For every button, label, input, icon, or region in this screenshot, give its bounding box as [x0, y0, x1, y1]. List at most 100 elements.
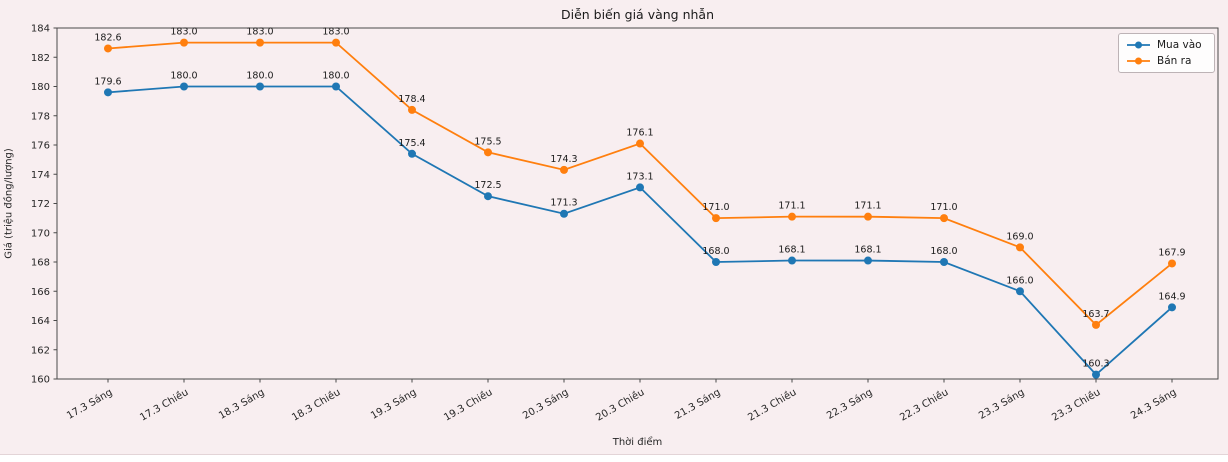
point-label: 168.1 [854, 245, 881, 256]
data-point [408, 149, 416, 158]
point-label: 183.0 [170, 27, 197, 38]
data-point [180, 82, 188, 91]
x-tick-label: 22.3 Sáng [825, 386, 875, 422]
data-point [940, 214, 948, 223]
data-point [332, 38, 340, 47]
y-tick-label: 160 [31, 375, 50, 386]
legend-item-ban-ra: Bán ra [1126, 55, 1206, 67]
point-label: 171.1 [778, 201, 805, 212]
point-label: 183.0 [322, 27, 349, 38]
data-point [256, 38, 264, 47]
x-tick-label: 22.3 Chiều [898, 386, 951, 423]
point-label: 173.1 [626, 171, 653, 182]
data-point [788, 212, 796, 221]
legend-line-marker-icon [1127, 57, 1150, 65]
point-label: 171.0 [702, 202, 729, 213]
point-label: 167.9 [1158, 247, 1185, 258]
chart-title: Diễn biến giá vàng nhẫn [560, 7, 715, 22]
point-label: 164.9 [1158, 291, 1185, 302]
legend-label: Bán ra [1157, 55, 1192, 67]
x-tick-label: 21.3 Chiều [746, 386, 799, 423]
point-label: 176.1 [626, 128, 653, 139]
point-label: 183.0 [246, 27, 273, 38]
data-point [864, 256, 872, 265]
data-point [940, 258, 948, 266]
y-tick-label: 164 [31, 316, 50, 327]
x-tick-label: 20.3 Sáng [521, 386, 571, 422]
y-tick-label: 182 [31, 53, 50, 64]
y-tick-label: 162 [31, 345, 50, 356]
x-tick-label: 21.3 Sáng [673, 386, 723, 422]
point-label: 180.0 [322, 71, 349, 82]
data-point [104, 44, 112, 53]
data-point [1168, 303, 1176, 312]
point-label: 175.5 [474, 136, 501, 147]
data-point [104, 88, 112, 97]
data-point [1092, 370, 1100, 379]
data-point [636, 183, 644, 192]
x-tick-label: 17.3 Chiều [138, 386, 191, 423]
data-point [180, 38, 188, 47]
data-point [1092, 320, 1100, 329]
x-tick-label: 24.3 Sáng [1129, 386, 1179, 422]
point-label: 171.3 [550, 198, 577, 209]
point-label: 179.6 [94, 76, 121, 87]
point-label: 171.0 [930, 202, 957, 213]
y-tick-label: 168 [31, 258, 50, 269]
data-point [484, 148, 492, 157]
data-point [256, 82, 264, 91]
point-label: 166.0 [1006, 275, 1033, 286]
point-label: 180.0 [246, 71, 273, 82]
y-tick-label: 178 [31, 111, 50, 122]
legend-item-mua-vao: Mua vào [1126, 39, 1206, 51]
point-label: 178.4 [398, 94, 425, 105]
x-tick-label: 19.3 Sáng [369, 386, 419, 422]
data-point [332, 82, 340, 91]
x-tick-label: 17.3 Sáng [65, 386, 115, 422]
legend-label: Mua vào [1157, 39, 1202, 51]
y-tick-label: 166 [31, 287, 50, 298]
x-tick-label: 20.3 Chiều [594, 386, 647, 423]
x-axis-label: Thời điểm [612, 437, 663, 448]
data-point [712, 258, 720, 266]
point-label: 163.7 [1082, 309, 1109, 320]
point-label: 174.3 [550, 154, 577, 165]
data-point [636, 139, 644, 148]
y-tick-label: 184 [31, 24, 50, 35]
x-tick-label: 18.3 Sáng [217, 386, 267, 422]
point-label: 168.1 [778, 245, 805, 256]
x-tick-label: 19.3 Chiều [442, 386, 495, 423]
data-point [560, 209, 568, 218]
y-tick-label: 174 [31, 170, 50, 181]
data-point [408, 105, 416, 114]
point-label: 169.0 [1006, 231, 1033, 242]
data-point [560, 165, 568, 174]
point-label: 160.3 [1082, 359, 1109, 370]
legend: Mua vào Bán ra [1118, 33, 1215, 73]
data-point [1168, 259, 1176, 268]
x-tick-label: 18.3 Chiều [290, 386, 343, 423]
data-point [484, 192, 492, 201]
data-point [1016, 243, 1024, 252]
data-point [864, 212, 872, 221]
x-tick-label: 23.3 Chiều [1050, 386, 1103, 423]
y-tick-label: 172 [31, 199, 50, 210]
y-tick-label: 176 [31, 141, 50, 152]
point-label: 168.0 [702, 246, 729, 257]
y-axis-label: Giá (triệu đồng/lượng) [3, 148, 15, 259]
data-point [788, 256, 796, 265]
point-label: 168.0 [930, 246, 957, 257]
data-point [712, 214, 720, 223]
axes-spines [56, 27, 1219, 380]
legend-line-marker-icon [1127, 41, 1150, 49]
point-label: 175.4 [398, 138, 425, 149]
point-label: 182.6 [94, 32, 121, 43]
point-label: 180.0 [170, 71, 197, 82]
point-label: 172.5 [474, 180, 501, 191]
x-tick-label: 23.3 Sáng [977, 386, 1027, 422]
point-label: 171.1 [854, 201, 881, 212]
y-tick-label: 170 [31, 228, 50, 239]
